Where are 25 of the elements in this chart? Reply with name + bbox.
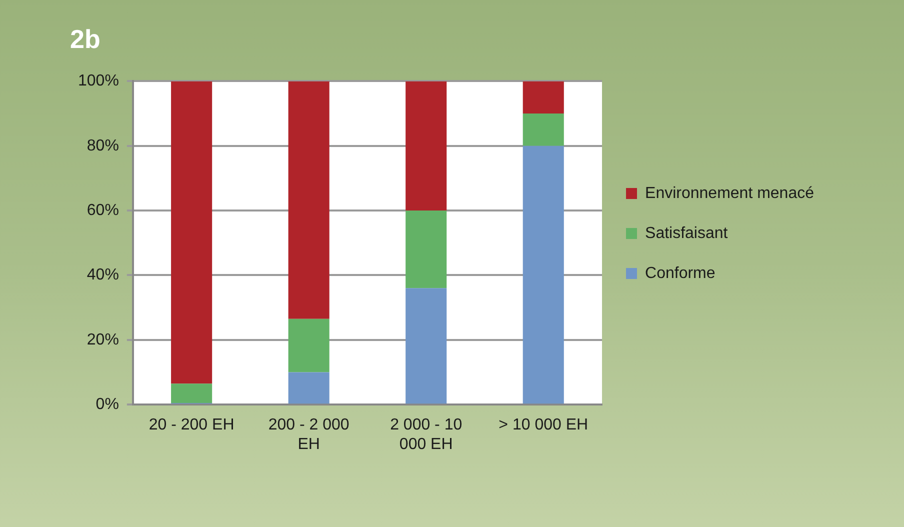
bar xyxy=(288,372,330,404)
legend-label: Conforme xyxy=(645,264,716,282)
bar xyxy=(288,318,330,372)
bar xyxy=(406,210,447,288)
legend-label: Environnement menacé xyxy=(645,184,814,202)
bar xyxy=(171,384,212,403)
x-tick-label: 200 - 2 000 EH xyxy=(268,416,350,453)
y-tick-label: 0% xyxy=(96,396,119,414)
bar xyxy=(288,81,330,319)
bar xyxy=(406,81,447,211)
y-tick-label: 20% xyxy=(86,331,119,348)
chart-title: 2b xyxy=(70,24,100,54)
x-tick-label: 20 - 200 EH xyxy=(148,416,234,434)
bar xyxy=(522,81,564,114)
bar xyxy=(171,81,212,384)
y-tick-label: 40% xyxy=(86,266,119,284)
legend-label: Satisfaisant xyxy=(645,224,728,242)
bar xyxy=(522,146,564,404)
y-tick-label: 60% xyxy=(86,202,119,219)
x-tick-label: 2 000 - 10 000 EH xyxy=(390,416,462,453)
y-tick-label: 100% xyxy=(78,72,119,90)
x-tick-label: > 10 000 EH xyxy=(498,416,588,434)
bar xyxy=(522,114,564,146)
bar xyxy=(406,288,447,404)
y-tick-label: 80% xyxy=(86,137,119,154)
